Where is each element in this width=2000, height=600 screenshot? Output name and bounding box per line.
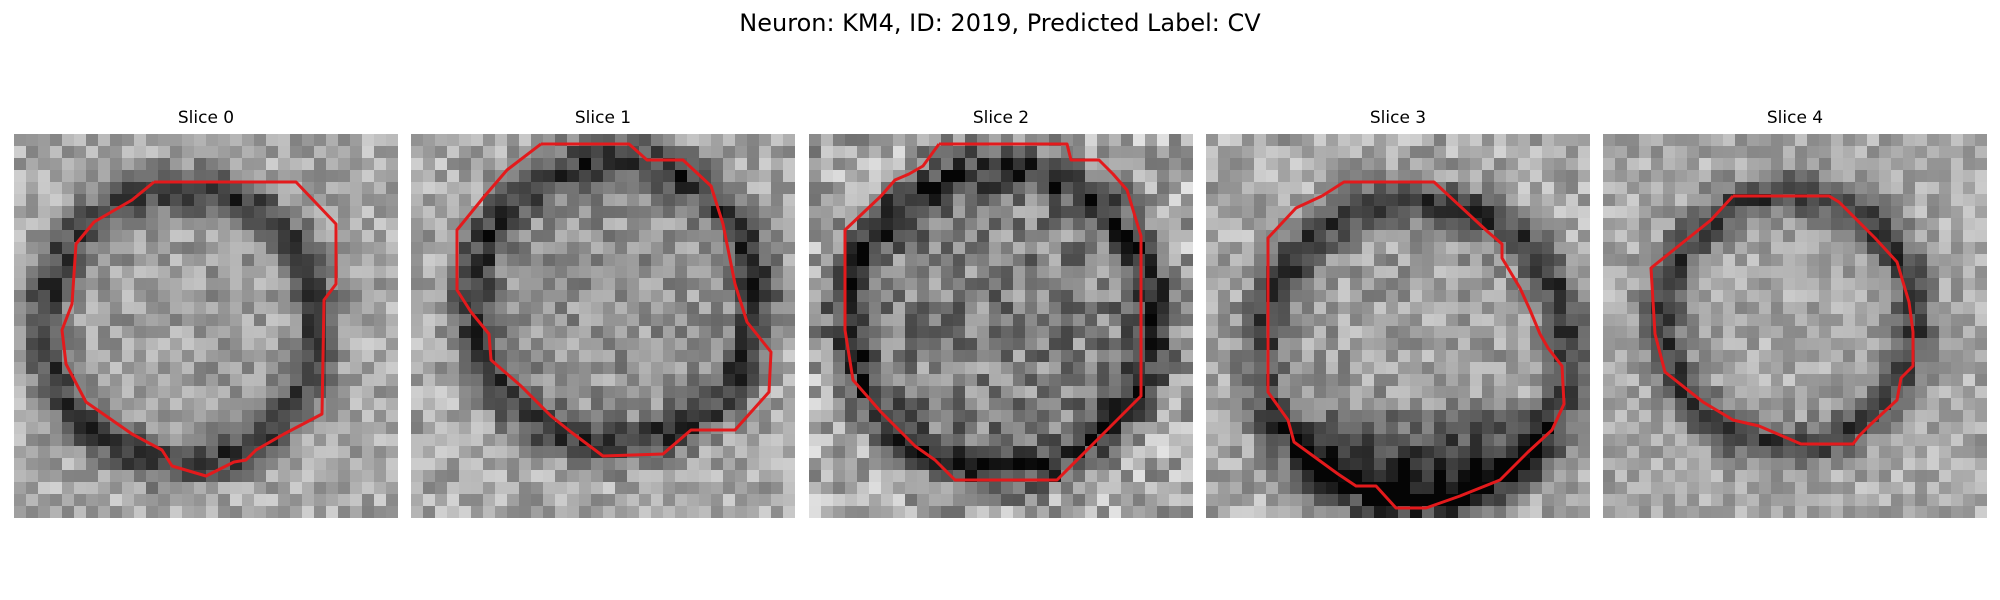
grayscale-slice-0 [14, 134, 398, 518]
slice-panel-3: Slice 3 [1206, 108, 1590, 518]
slice-contour-svg-2 [843, 142, 1143, 482]
slice-image-1 [411, 134, 795, 518]
slice-image-4 [1603, 134, 1987, 518]
slice-image-2 [809, 134, 1193, 518]
slice-title-1: Slice 1 [574, 108, 632, 128]
slice-image-0 [14, 134, 398, 518]
red-contour-2 [843, 142, 1143, 482]
slice-panel-1: Slice 1 [411, 108, 795, 518]
red-contour-3 [1266, 180, 1566, 510]
grayscale-slice-4 [1603, 134, 1987, 518]
figure-title: Neuron: KM4, ID: 2019, Predicted Label: … [739, 9, 1261, 37]
slice-contour-svg-0 [60, 180, 338, 478]
red-contour-4 [1649, 194, 1915, 446]
slice-title-2: Slice 2 [972, 108, 1030, 128]
slice-contour-svg-3 [1266, 180, 1566, 510]
slice-image-3 [1206, 134, 1590, 518]
slice-contour-svg-1 [455, 142, 773, 458]
grayscale-slice-1 [411, 134, 795, 518]
slice-title-0: Slice 0 [177, 108, 235, 128]
slice-title-3: Slice 3 [1369, 108, 1427, 128]
slice-panel-0: Slice 0 [14, 108, 398, 518]
slice-panel-2: Slice 2 [809, 108, 1193, 518]
red-contour-1 [455, 142, 773, 458]
slice-contour-svg-4 [1649, 194, 1915, 446]
red-contour-0 [60, 180, 338, 478]
slice-title-4: Slice 4 [1766, 108, 1824, 128]
slice-panel-4: Slice 4 [1603, 108, 1987, 518]
